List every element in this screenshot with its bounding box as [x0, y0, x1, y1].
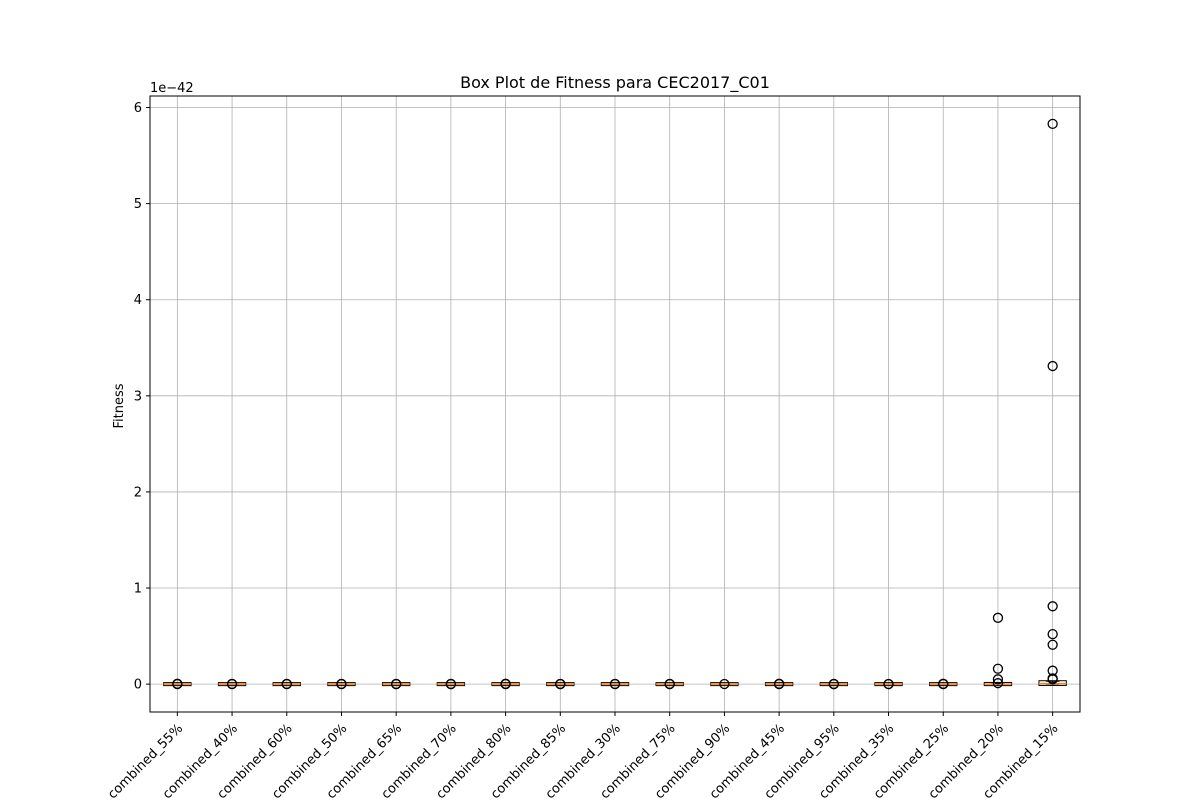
y-tick-label: 2 — [134, 485, 142, 500]
box-group — [874, 678, 903, 690]
outlier-point — [609, 678, 621, 689]
box-group — [436, 678, 466, 690]
outlier-point — [172, 678, 183, 689]
y-tick-label: 4 — [134, 293, 142, 308]
outlier-point — [1047, 118, 1058, 130]
outlier-point — [1047, 601, 1058, 612]
box-group — [217, 678, 247, 690]
box-group — [272, 678, 301, 690]
box-group — [546, 678, 575, 690]
outlier-point — [664, 678, 675, 690]
outlier-point — [773, 678, 785, 689]
outlier-point — [992, 612, 1004, 623]
outlier-point — [992, 674, 1004, 685]
outlier-point — [992, 678, 1004, 689]
box-group — [983, 612, 1013, 689]
box-group — [327, 678, 356, 690]
box-layer — [163, 118, 1067, 690]
grid-layer — [150, 96, 1080, 712]
box-group — [929, 678, 958, 690]
outlier-point — [828, 678, 839, 690]
outlier-point — [938, 678, 949, 689]
y-tick-label: 6 — [134, 101, 142, 116]
outlier-point — [226, 678, 238, 689]
y-scale-offset-label: 1e−42 — [150, 81, 194, 96]
outlier-point — [1047, 639, 1058, 650]
y-tick-label: 3 — [134, 389, 142, 404]
outlier-point — [555, 678, 566, 690]
box-group — [655, 678, 684, 690]
outlier-point — [992, 663, 1004, 674]
outlier-point — [1047, 629, 1058, 640]
box-group — [819, 678, 848, 690]
outlier-point — [445, 678, 457, 690]
y-tick-label: 0 — [134, 678, 142, 693]
y-tick-label: 5 — [134, 197, 142, 212]
box-group — [600, 678, 630, 690]
outlier-point — [500, 678, 511, 689]
outlier-point — [281, 678, 292, 689]
outlier-point — [1047, 674, 1058, 685]
box-group — [1038, 118, 1067, 686]
box-group — [710, 678, 739, 690]
box-group — [163, 678, 192, 690]
outlier-point — [1047, 360, 1058, 372]
y-axis-label: Fitness — [112, 383, 127, 428]
outlier-point — [719, 678, 730, 690]
box-group — [491, 678, 520, 690]
box-group — [382, 678, 411, 690]
y-tick-layer: 0 1 2 3 4 5 6 — [134, 101, 150, 693]
outlier-point — [883, 678, 894, 690]
x-tick-layer: combined_55%combined_40%combined_60%comb… — [105, 712, 1061, 802]
outlier-point — [336, 678, 347, 689]
outlier-point — [391, 678, 402, 690]
chart-title: Box Plot de Fitness para CEC2017_C01 — [460, 73, 770, 93]
y-tick-label: 1 — [134, 582, 142, 597]
box-group — [764, 678, 794, 690]
